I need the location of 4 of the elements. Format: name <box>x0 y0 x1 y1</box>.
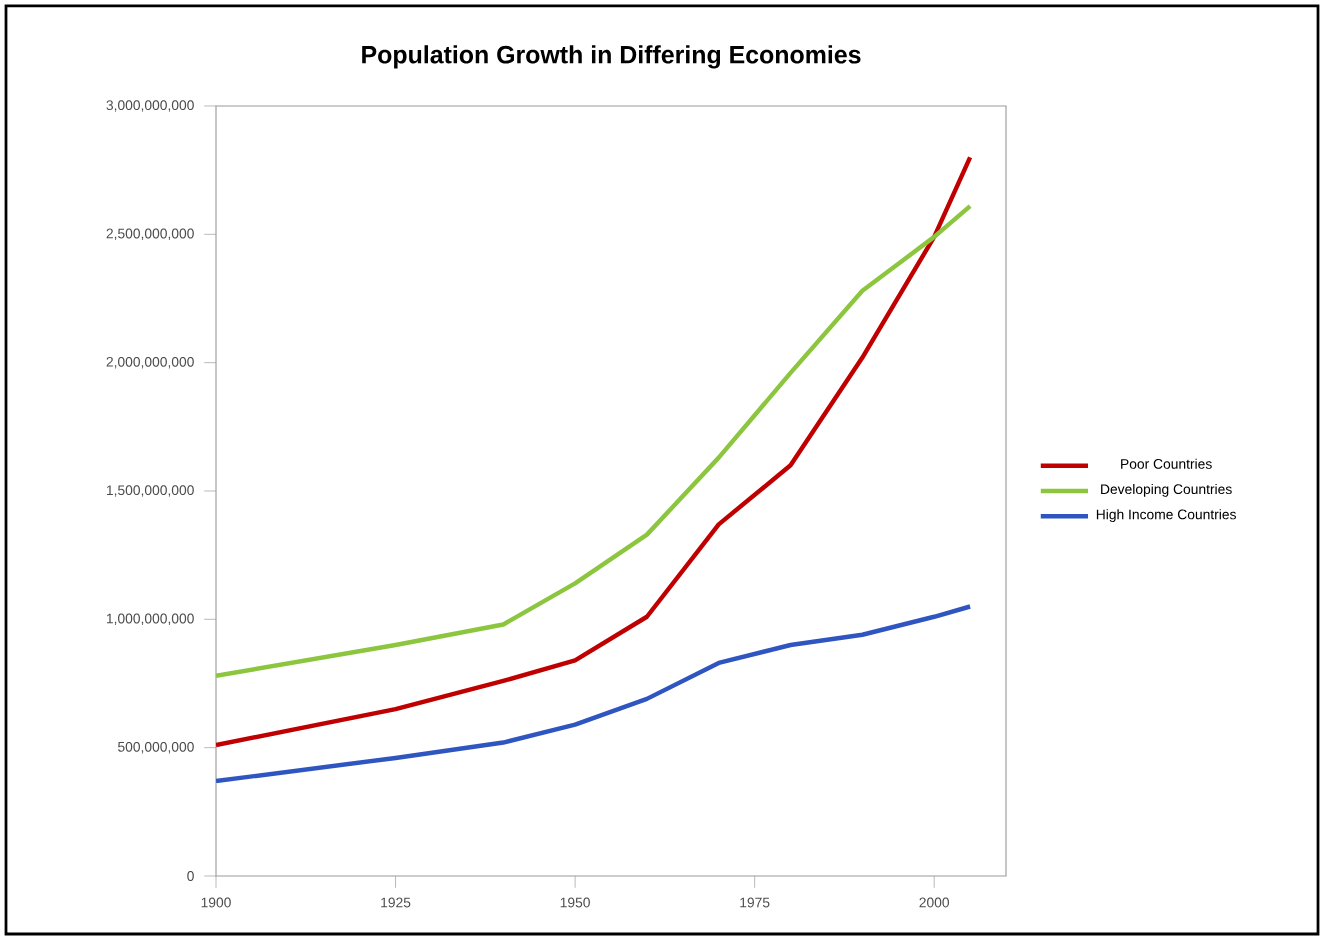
chart-title: Population Growth in Differing Economies <box>362 45 861 69</box>
line-series <box>216 203 973 679</box>
line-series <box>216 155 973 748</box>
line-series <box>216 604 973 784</box>
